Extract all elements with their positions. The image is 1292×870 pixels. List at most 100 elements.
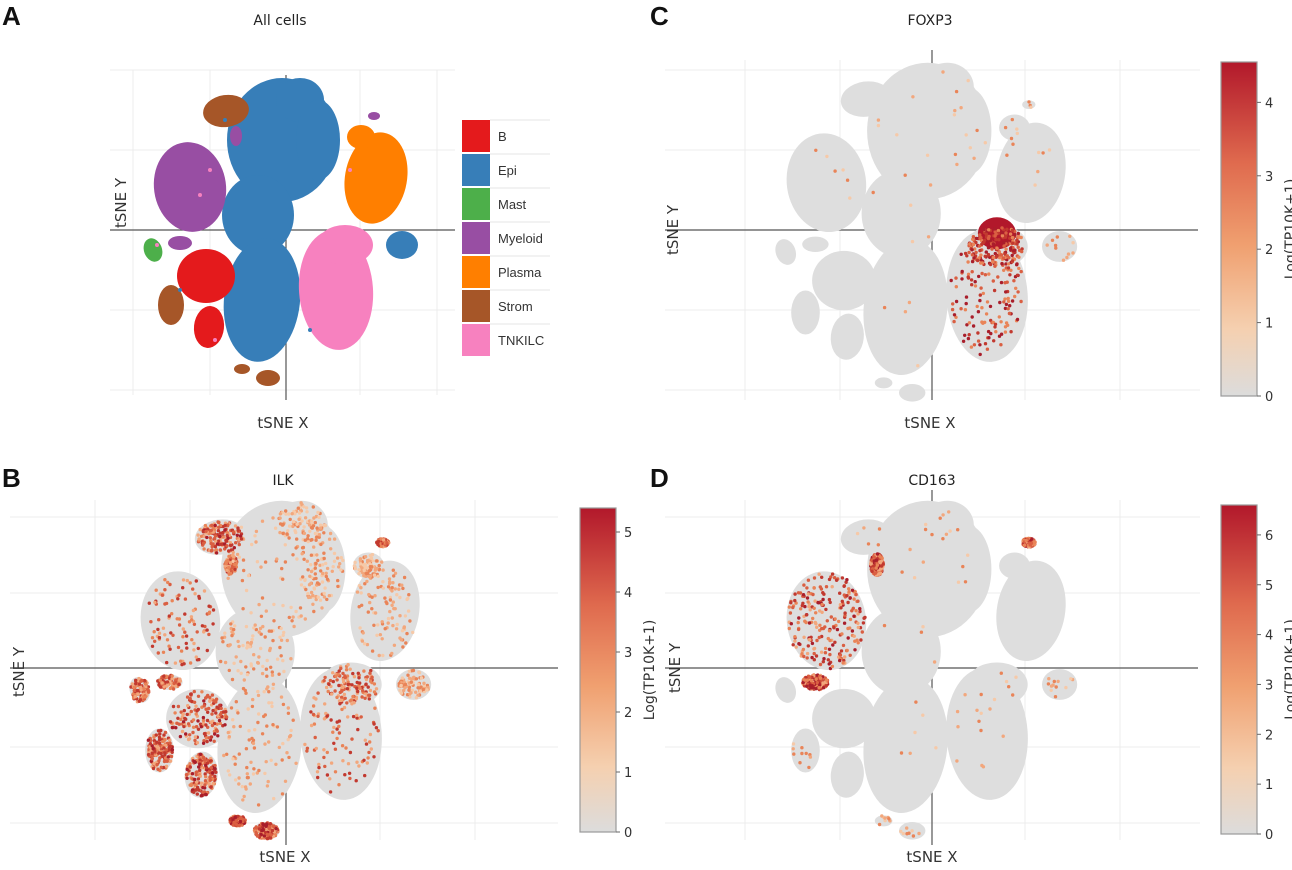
panel-b-low-expr-dot-498 bbox=[263, 742, 267, 746]
panel-b-low-expr-dot-48 bbox=[238, 724, 242, 729]
panel-c-sparse-expr-dot-29 bbox=[928, 183, 933, 187]
panel-b-low-expr-dot-212 bbox=[259, 614, 264, 618]
panel-b-low-expr-dot-606 bbox=[322, 591, 326, 596]
panel-b-expr-dot-641 bbox=[311, 712, 316, 717]
panel-b-low-expr-dot-163 bbox=[252, 653, 256, 657]
panel-d-expr-dot-97 bbox=[803, 604, 807, 609]
panel-c-expr-dot-285 bbox=[980, 306, 984, 310]
panel-d-expr-dot-889 bbox=[818, 676, 823, 680]
panel-d-expr-dot-436 bbox=[854, 609, 858, 613]
panel-d-expr-dot-870 bbox=[823, 625, 827, 629]
panel-c-ylabel: tSNE Y bbox=[664, 204, 682, 255]
panel-b-low-expr-dot-440 bbox=[298, 606, 303, 610]
panel-b-low-expr-dot-209 bbox=[318, 563, 322, 567]
panel-b-expr-dot-204 bbox=[192, 622, 197, 626]
panel-d-expr-dot-374 bbox=[806, 578, 811, 582]
panel-b-high-expr-dot-243 bbox=[208, 775, 212, 779]
panel-b-high-expr-dot-158 bbox=[157, 759, 161, 763]
panel-d-expr-dot-477 bbox=[824, 585, 829, 589]
panel-d-expr-dot-201 bbox=[826, 658, 830, 662]
panel-b-expr-dot-568 bbox=[351, 671, 355, 676]
panel-d-expr-dot-892 bbox=[873, 571, 878, 575]
panel-b-expr-dot-317 bbox=[193, 738, 197, 743]
panel-d-expr-dot-167 bbox=[807, 621, 812, 625]
panel-b-expr-dot-147 bbox=[179, 649, 184, 653]
colorbar-gradient-2 bbox=[1220, 61, 1258, 397]
panel-b-expr-dot-1199 bbox=[152, 761, 156, 766]
panel-b-low-expr-dot-521 bbox=[314, 561, 318, 566]
panel-b-low-expr-dot-299 bbox=[368, 559, 372, 563]
panel-d-expr-dot-169 bbox=[862, 616, 866, 620]
panel-b-high-expr-dot-200 bbox=[194, 725, 199, 729]
panel-b-expr-dot-452 bbox=[344, 746, 348, 750]
panel-d-sparse-expr-dot-2 bbox=[977, 719, 981, 723]
panel-b-low-expr-dot-522 bbox=[257, 768, 261, 773]
panel-c-expr-dot-224 bbox=[1015, 273, 1020, 277]
panel-c-expr-dot-308 bbox=[967, 250, 971, 255]
panel-b-expr-dot-561 bbox=[337, 783, 341, 787]
panel-c-sparse-expr-dot-55 bbox=[1041, 151, 1045, 155]
panel-b-high-expr-dot-88 bbox=[225, 533, 229, 538]
panel-b-high-expr-dot-42 bbox=[215, 705, 219, 709]
panel-b-expr-dot-1263 bbox=[334, 674, 338, 678]
panel-d-expr-dot-608 bbox=[804, 613, 809, 617]
panel-b-expr-dot-1141 bbox=[190, 638, 194, 642]
panel-b-high-expr-dot-138 bbox=[237, 542, 241, 547]
panel-b-low-expr-dot-7 bbox=[283, 560, 288, 564]
panel-b-expr-dot-449 bbox=[147, 601, 151, 605]
panel-d-title: CD163 bbox=[908, 473, 955, 489]
panel-c-sparse-expr-dot-53 bbox=[1009, 136, 1014, 141]
panel-b-low-expr-dot-481 bbox=[362, 573, 366, 578]
panel-b-expr-dot-771 bbox=[372, 755, 376, 759]
panel-b-low-expr-dot-269 bbox=[339, 556, 343, 560]
panel-c-expr-dot-269 bbox=[1001, 256, 1005, 260]
panel-c-expr-dot-278 bbox=[952, 313, 957, 317]
panel-d-expr-dot-408 bbox=[791, 643, 795, 647]
panel-b-low-expr-dot-343 bbox=[403, 682, 408, 687]
panel-d-expr-dot-778 bbox=[809, 678, 814, 683]
panel-d-expr-dot-79 bbox=[831, 643, 835, 647]
panel-b-expr-dot-514 bbox=[325, 773, 330, 777]
panel-b-high-expr-dot-241 bbox=[195, 785, 200, 790]
panel-b-low-expr-dot-445 bbox=[270, 673, 275, 677]
panel-b-high-expr-dot-125 bbox=[215, 542, 220, 546]
panel-c-expr-dot-283 bbox=[981, 321, 985, 325]
panel-b-low-expr-dot-656 bbox=[295, 522, 299, 526]
panel-d-cluster-strom-17 bbox=[791, 728, 820, 773]
panel-c-expr-dot-292 bbox=[963, 308, 968, 312]
panel-d-expr-dot-896 bbox=[875, 563, 880, 567]
panel-b-expr-dot-912 bbox=[346, 663, 350, 667]
panel-b-high-expr-dot-184 bbox=[223, 723, 227, 727]
panel-a-stray-cell-3 bbox=[348, 168, 352, 172]
panel-b-expr-dot-1038 bbox=[211, 622, 215, 626]
panel-b-high-expr-dot-187 bbox=[209, 735, 214, 739]
panel-d-expr-dot-800 bbox=[830, 664, 835, 669]
panel-b-expr-dot-1397 bbox=[193, 592, 197, 596]
panel-b-low-expr-dot-633 bbox=[370, 565, 374, 569]
panel-c-sparse-expr-dot-42 bbox=[925, 153, 930, 157]
panel-b-low-expr-dot-300 bbox=[281, 741, 285, 746]
panel-b-low-expr-dot-588 bbox=[269, 758, 273, 762]
panel-d-sparse-expr-dot-74 bbox=[912, 576, 917, 580]
panel-b-expr-dot-1088 bbox=[216, 539, 221, 543]
panel-d-expr-dot-826 bbox=[878, 571, 883, 576]
panel-b-high-expr-dot-197 bbox=[217, 718, 222, 723]
panel-b-expr-dot-1137 bbox=[328, 790, 333, 794]
panel-b-low-expr-dot-457 bbox=[280, 566, 284, 571]
panel-b-low-expr-dot-172 bbox=[393, 587, 397, 591]
panel-b-low-expr-dot-569 bbox=[221, 640, 225, 644]
panel-d-expr-dot-898 bbox=[808, 683, 812, 688]
panel-b-high-expr-dot-239 bbox=[265, 822, 269, 826]
panel-b-low-expr-dot-82 bbox=[223, 660, 228, 665]
panel-b-low-expr-dot-52 bbox=[262, 690, 266, 694]
panel-b-low-expr-dot-141 bbox=[235, 552, 240, 557]
panel-b-expr-dot-659 bbox=[196, 533, 200, 537]
panel-b-low-expr-dot-570 bbox=[307, 523, 312, 527]
panel-d-expr-dot-858 bbox=[872, 555, 876, 559]
panel-b-high-expr-dot-217 bbox=[164, 748, 168, 752]
panel-b-expr-dot-905 bbox=[183, 630, 187, 634]
panel-b-low-expr-dot-688 bbox=[408, 692, 412, 696]
panel-a-stray-cell-2 bbox=[223, 118, 227, 122]
panel-b-high-expr-dot-166 bbox=[184, 732, 188, 736]
